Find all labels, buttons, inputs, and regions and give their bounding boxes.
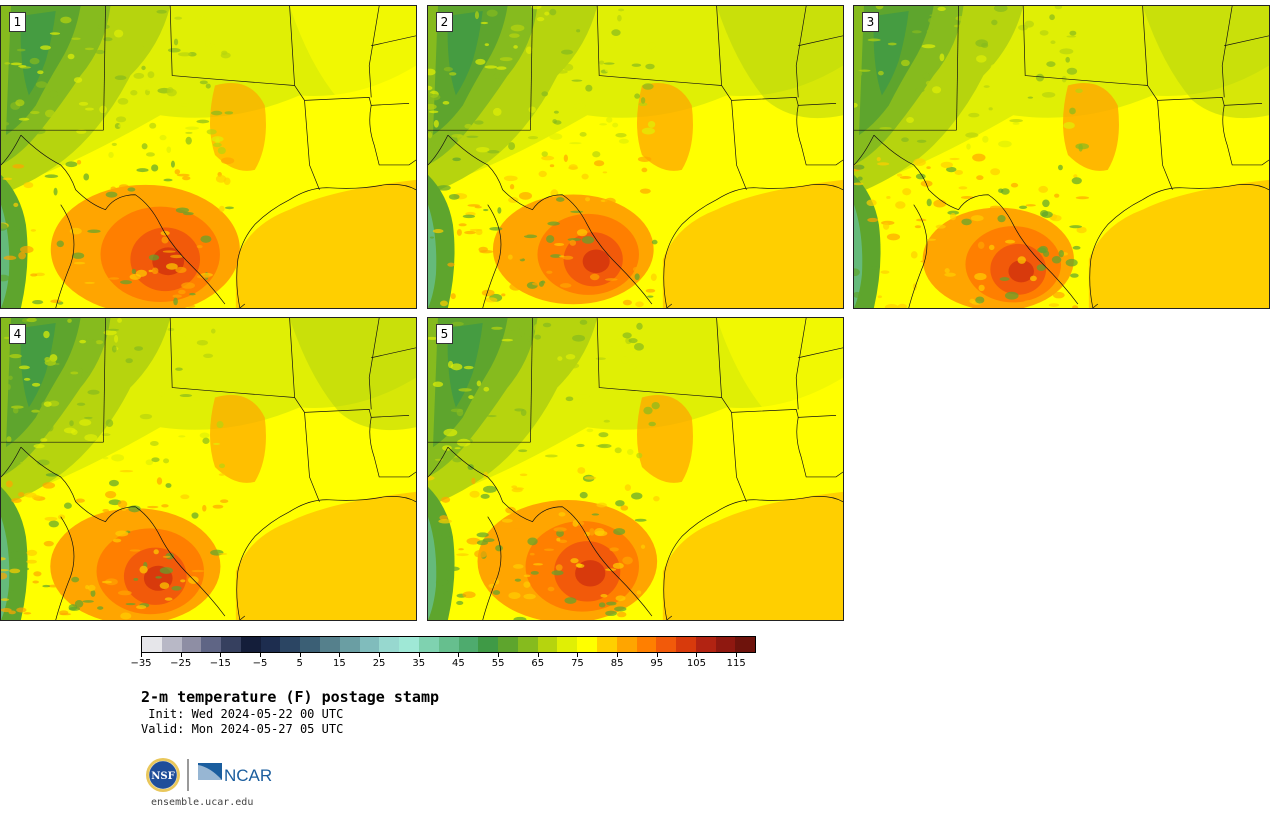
colorbar-tick bbox=[220, 653, 222, 657]
colorbar-tick-label: 105 bbox=[686, 658, 707, 669]
colorbar-tick-label: 55 bbox=[491, 658, 505, 669]
ncar-logo-text: NCAR bbox=[224, 766, 272, 785]
colorbar-tick-label: 15 bbox=[333, 658, 346, 669]
colorbar-tick-label: −25 bbox=[170, 658, 192, 669]
panel-number-label: 5 bbox=[436, 324, 453, 344]
logos: NSF NCAR bbox=[146, 758, 272, 792]
nsf-logo-text: NSF bbox=[151, 771, 174, 782]
colorbar-tick-label: 65 bbox=[531, 658, 545, 669]
colorbar-swatch bbox=[636, 637, 657, 652]
colorbar-tick-label: −5 bbox=[252, 658, 268, 669]
member-panel-5: 5 bbox=[427, 317, 844, 621]
colorbar-tick-label: 5 bbox=[296, 658, 303, 669]
init-time: Init: Wed 2024-05-22 00 UTC bbox=[141, 707, 344, 721]
colorbar-tick-label: 45 bbox=[452, 658, 465, 669]
member-panel-1: 1 bbox=[0, 5, 417, 309]
colorbar-swatch bbox=[240, 637, 261, 652]
colorbar-tick bbox=[458, 653, 460, 657]
colorbar-tick-label: 35 bbox=[412, 658, 426, 669]
temperature-colorbar: −35 −25 −15 −5 5 15 25 35 45 55 65 75 85 95 105 115 bbox=[130, 636, 756, 676]
colorbar-swatch bbox=[161, 637, 182, 652]
colorbar-tick-label: 25 bbox=[372, 658, 386, 669]
colorbar-swatch bbox=[181, 637, 202, 652]
colorbar-tick-label: −15 bbox=[209, 658, 231, 669]
colorbar-swatch bbox=[537, 637, 558, 652]
colorbar-swatch bbox=[498, 637, 518, 652]
colorbar-swatch bbox=[596, 637, 617, 652]
temperature-map bbox=[428, 6, 843, 308]
colorbar-swatch bbox=[735, 637, 756, 652]
colorbar-tick bbox=[537, 653, 539, 657]
colorbar-tick bbox=[696, 653, 698, 657]
colorbar-swatch bbox=[676, 637, 696, 652]
colorbar-tick bbox=[141, 653, 142, 657]
website-url: ensemble.ucar.edu bbox=[151, 797, 254, 808]
colorbar-swatch bbox=[201, 637, 222, 652]
colorbar-swatch bbox=[260, 637, 281, 652]
colorbar-tick bbox=[180, 653, 182, 657]
member-panel-3: 3 bbox=[853, 5, 1270, 309]
colorbar-tick-label: 75 bbox=[571, 658, 584, 669]
colorbar-swatch bbox=[339, 637, 360, 652]
member-panel-2: 2 bbox=[427, 5, 844, 309]
colorbar-swatch bbox=[715, 637, 736, 652]
panel-number-label: 4 bbox=[9, 324, 26, 344]
colorbar-swatches bbox=[141, 636, 756, 653]
colorbar-swatch bbox=[438, 637, 459, 652]
colorbar-tick bbox=[736, 653, 738, 657]
panel-number-label: 1 bbox=[9, 12, 26, 32]
colorbar-tick bbox=[656, 653, 658, 657]
colorbar-tick-label: 85 bbox=[610, 658, 624, 669]
colorbar-tick-label: −35 bbox=[130, 658, 152, 669]
colorbar-swatch bbox=[280, 637, 301, 652]
colorbar-swatch bbox=[517, 637, 538, 652]
colorbar-swatch bbox=[399, 637, 419, 652]
colorbar-swatch bbox=[695, 637, 716, 652]
colorbar-tick bbox=[498, 653, 500, 657]
colorbar-tick bbox=[299, 653, 301, 657]
colorbar-tick bbox=[379, 653, 381, 657]
temperature-map bbox=[1, 6, 416, 308]
colorbar-swatch bbox=[577, 637, 597, 652]
colorbar-swatch bbox=[379, 637, 400, 652]
colorbar-swatch bbox=[320, 637, 340, 652]
colorbar-swatch bbox=[478, 637, 499, 652]
colorbar-tick bbox=[617, 653, 619, 657]
colorbar-tick-label: 115 bbox=[726, 658, 746, 669]
colorbar-swatch bbox=[418, 637, 439, 652]
nsf-logo: NSF bbox=[146, 758, 180, 792]
panel-number-label: 2 bbox=[436, 12, 453, 32]
temperature-map bbox=[854, 6, 1269, 308]
colorbar-tick-label: 95 bbox=[650, 658, 664, 669]
plot-title: 2-m temperature (F) postage stamp bbox=[141, 688, 440, 706]
colorbar-swatch bbox=[142, 637, 162, 652]
panel-number-label: 3 bbox=[862, 12, 879, 32]
colorbar-swatch bbox=[557, 637, 578, 652]
colorbar-swatch bbox=[221, 637, 241, 652]
colorbar-swatch bbox=[656, 637, 677, 652]
colorbar-tick bbox=[260, 653, 262, 657]
colorbar-swatch bbox=[300, 637, 321, 652]
colorbar-tick bbox=[418, 653, 420, 657]
ncar-logo: NCAR bbox=[198, 763, 272, 785]
colorbar-tick bbox=[577, 653, 579, 657]
temperature-map bbox=[428, 318, 843, 620]
colorbar-tick bbox=[339, 653, 341, 657]
member-panel-4: 4 bbox=[0, 317, 417, 621]
temperature-map bbox=[1, 318, 416, 620]
valid-time: Valid: Mon 2024-05-27 05 UTC bbox=[141, 722, 344, 736]
colorbar-swatch bbox=[458, 637, 479, 652]
colorbar-swatch bbox=[616, 637, 637, 652]
colorbar-swatch bbox=[359, 637, 380, 652]
